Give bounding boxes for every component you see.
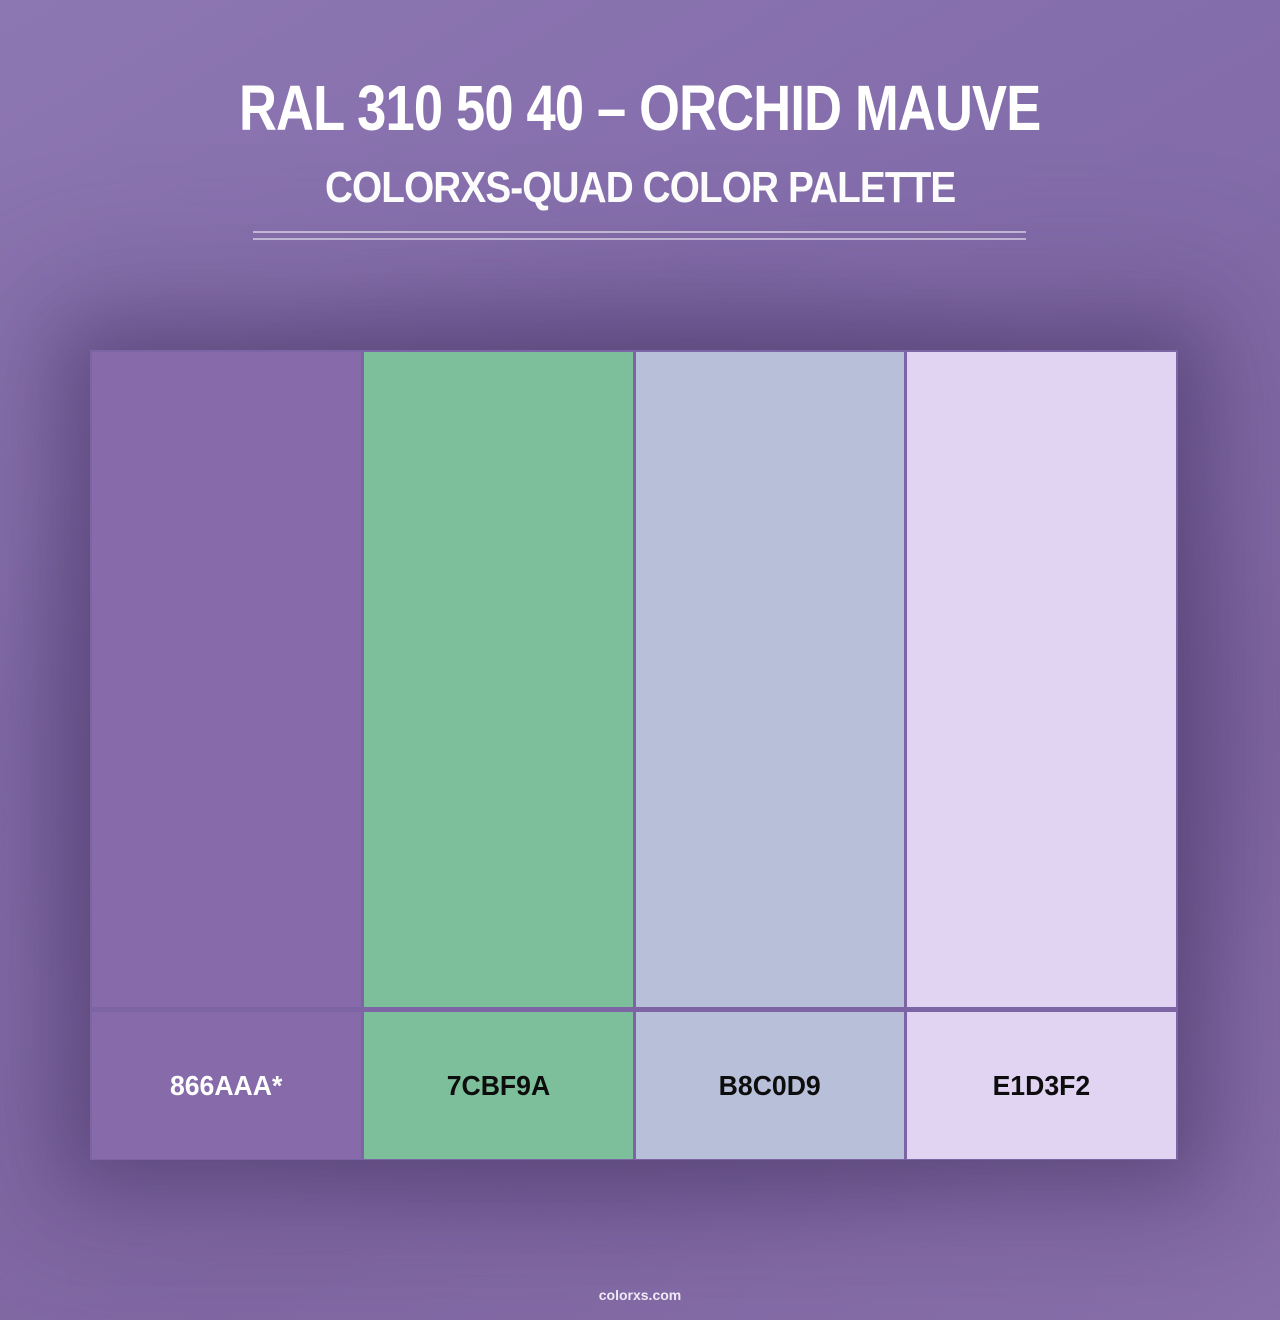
swatch-7cbf9a [363, 352, 633, 1007]
site-watermark: colorxs.com [598, 1287, 682, 1303]
swatch-e1d3f2 [907, 352, 1176, 1007]
page-subtitle: COLORXS-QUAD COLOR PALETTE [0, 166, 1280, 210]
swatch-label-866aaa: 866AAA* [92, 1012, 361, 1159]
page-subtitle-text: COLORXS-QUAD COLOR PALETTE [324, 163, 956, 212]
color-palette-grid: 866AAA* 7CBF9A B8C0D9 E1D3F2 [90, 350, 1178, 1160]
hex-code-text: 7CBF9A [446, 1069, 550, 1101]
page-title-text: RAL 310 50 40 – ORCHID MAUVE [239, 72, 1041, 144]
swatch-label-b8c0d9: B8C0D9 [635, 1012, 905, 1159]
swatch-b8c0d9 [635, 352, 905, 1007]
hex-code-text: B8C0D9 [718, 1069, 821, 1101]
page-title: RAL 310 50 40 – ORCHID MAUVE [0, 76, 1280, 140]
swatch-866aaa [92, 352, 361, 1007]
hex-code-text: 866AAA* [170, 1069, 283, 1101]
hex-code-text: E1D3F2 [992, 1069, 1091, 1101]
swatch-label-e1d3f2: E1D3F2 [907, 1012, 1176, 1159]
swatch-label-7cbf9a: 7CBF9A [363, 1012, 633, 1159]
double-rule-divider [253, 231, 1026, 240]
